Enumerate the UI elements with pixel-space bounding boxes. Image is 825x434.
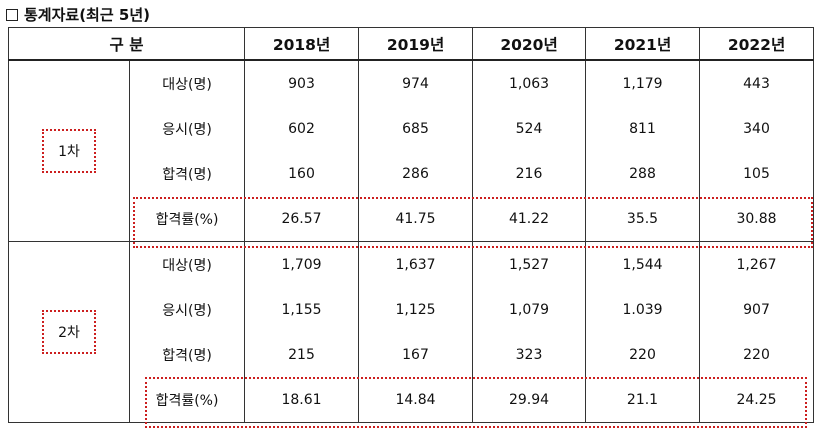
value-cell: 524	[472, 106, 587, 151]
table-row: 합격률(%) 18.61 14.84 29.94 21.1 24.25	[9, 377, 815, 423]
row-label: 대상(명)	[128, 59, 246, 106]
value-cell: 105	[699, 151, 815, 196]
value-cell: 323	[472, 332, 587, 377]
row-label: 합격(명)	[128, 332, 246, 377]
group-cell: 1차	[8, 59, 130, 242]
empty-square-icon	[6, 8, 18, 21]
row-label: 합격률(%)	[128, 196, 246, 242]
value-cell: 220	[585, 332, 701, 377]
header-category: 구 분	[7, 27, 246, 61]
row-label: 대상(명)	[128, 241, 246, 287]
value-cell: 1,079	[472, 287, 587, 332]
value-cell: 1,155	[244, 287, 360, 332]
section-title: 통계자료(최근 5년)	[6, 4, 150, 25]
value-cell: 14.84	[358, 377, 474, 423]
value-cell: 903	[244, 59, 360, 106]
value-cell: 160	[244, 151, 360, 196]
value-cell: 1,709	[244, 241, 360, 287]
value-cell: 26.57	[244, 196, 360, 242]
value-cell: 35.5	[585, 196, 701, 242]
value-cell: 167	[358, 332, 474, 377]
value-cell: 41.75	[358, 196, 474, 242]
value-cell: 907	[699, 287, 815, 332]
value-cell: 30.88	[699, 196, 815, 242]
value-cell: 602	[244, 106, 360, 151]
value-cell: 220	[699, 332, 815, 377]
value-cell: 1,179	[585, 59, 701, 106]
value-cell: 215	[244, 332, 360, 377]
group-label: 2차	[42, 310, 96, 354]
value-cell: 288	[585, 151, 701, 196]
table-row: 2차 대상(명) 1,709 1,637 1,527 1,544 1,267	[8, 241, 815, 423]
value-cell: 1.039	[585, 287, 701, 332]
header-row: 구 분 2018년 2019년 2020년 2021년 2022년	[7, 27, 815, 61]
table-row: 합격(명) 160 286 216 288 105	[9, 151, 815, 196]
row-label: 응시(명)	[128, 106, 246, 151]
value-cell: 443	[699, 59, 815, 106]
value-cell: 811	[585, 106, 701, 151]
value-cell: 1,063	[472, 59, 587, 106]
group-label: 1차	[42, 129, 96, 173]
value-cell: 685	[358, 106, 474, 151]
table-row: 응시(명) 1,155 1,125 1,079 1.039 907	[9, 287, 815, 332]
group-cell: 2차	[8, 241, 130, 423]
table-row: 합격(명) 215 167 323 220 220	[9, 332, 815, 377]
value-cell: 29.94	[472, 377, 587, 423]
header-year: 2021년	[585, 27, 701, 61]
table-row: 합격률(%) 26.57 41.75 41.22 35.5 30.88	[9, 196, 815, 242]
section-title-text: 통계자료(최근 5년)	[24, 6, 150, 24]
value-cell: 1,544	[585, 241, 701, 287]
value-cell: 1,637	[358, 241, 474, 287]
value-cell: 21.1	[585, 377, 701, 423]
header-year: 2019년	[358, 27, 474, 61]
row-label: 합격률(%)	[128, 377, 246, 423]
value-cell: 974	[358, 59, 474, 106]
value-cell: 216	[472, 151, 587, 196]
value-cell: 1,267	[699, 241, 815, 287]
value-cell: 1,125	[358, 287, 474, 332]
value-cell: 41.22	[472, 196, 587, 242]
row-label: 응시(명)	[128, 287, 246, 332]
header-year: 2020년	[472, 27, 587, 61]
value-cell: 286	[358, 151, 474, 196]
header-year: 2018년	[244, 27, 360, 61]
row-label: 합격(명)	[128, 151, 246, 196]
value-cell: 340	[699, 106, 815, 151]
value-cell: 24.25	[699, 377, 815, 423]
value-cell: 1,527	[472, 241, 587, 287]
table-row: 응시(명) 602 685 524 811 340	[9, 106, 815, 151]
value-cell: 18.61	[244, 377, 360, 423]
header-year: 2022년	[699, 27, 815, 61]
table-row: 1차 대상(명) 903 974 1,063 1,179 443	[8, 59, 815, 242]
